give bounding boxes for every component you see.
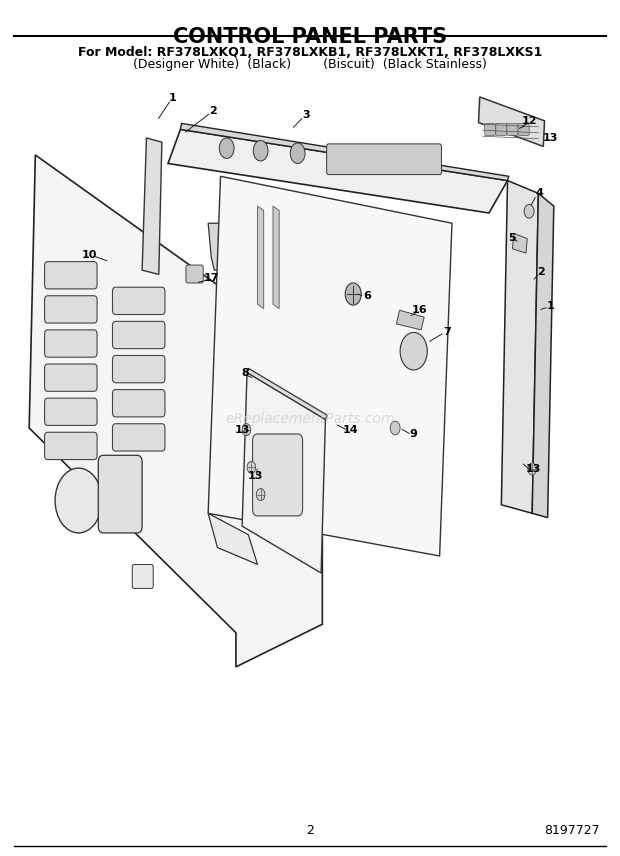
- Polygon shape: [208, 223, 230, 270]
- Polygon shape: [142, 138, 162, 275]
- FancyBboxPatch shape: [45, 330, 97, 357]
- Text: CONTROL PANEL PARTS: CONTROL PANEL PARTS: [173, 27, 447, 47]
- Text: 14: 14: [342, 425, 358, 435]
- FancyBboxPatch shape: [485, 123, 496, 135]
- Circle shape: [345, 283, 361, 305]
- Circle shape: [256, 489, 265, 501]
- Text: 1: 1: [169, 92, 177, 103]
- FancyBboxPatch shape: [112, 321, 165, 348]
- Polygon shape: [208, 514, 257, 564]
- FancyBboxPatch shape: [496, 123, 507, 135]
- Polygon shape: [242, 372, 326, 573]
- FancyBboxPatch shape: [112, 355, 165, 383]
- Text: 2: 2: [306, 824, 314, 837]
- FancyBboxPatch shape: [112, 424, 165, 451]
- Polygon shape: [532, 193, 554, 518]
- FancyBboxPatch shape: [45, 364, 97, 391]
- FancyBboxPatch shape: [45, 296, 97, 323]
- Text: 10: 10: [81, 250, 97, 259]
- Text: 8: 8: [241, 367, 249, 377]
- Text: 13: 13: [526, 464, 541, 474]
- Circle shape: [524, 205, 534, 218]
- Polygon shape: [247, 368, 327, 419]
- Text: For Model: RF378LXKQ1, RF378LXKB1, RF378LXKT1, RF378LXKS1: For Model: RF378LXKQ1, RF378LXKB1, RF378…: [78, 46, 542, 59]
- Polygon shape: [513, 234, 527, 253]
- FancyBboxPatch shape: [112, 288, 165, 314]
- Text: 4: 4: [536, 188, 544, 199]
- Circle shape: [242, 424, 250, 436]
- Text: (Designer White)  (Black)        (Biscuit)  (Black Stainless): (Designer White) (Black) (Biscuit) (Blac…: [133, 58, 487, 71]
- FancyBboxPatch shape: [45, 262, 97, 289]
- Polygon shape: [168, 129, 508, 213]
- Circle shape: [390, 421, 400, 435]
- FancyBboxPatch shape: [327, 144, 441, 175]
- FancyBboxPatch shape: [45, 432, 97, 460]
- Circle shape: [55, 468, 102, 533]
- Polygon shape: [273, 206, 279, 308]
- Circle shape: [247, 461, 255, 473]
- FancyBboxPatch shape: [99, 455, 142, 533]
- Text: 2: 2: [209, 105, 217, 116]
- Text: eReplacementParts.com: eReplacementParts.com: [225, 413, 395, 426]
- FancyBboxPatch shape: [186, 265, 203, 283]
- FancyBboxPatch shape: [132, 564, 153, 588]
- Text: 17: 17: [203, 273, 219, 282]
- Text: 6: 6: [363, 291, 371, 300]
- Polygon shape: [479, 97, 544, 146]
- Text: 13: 13: [543, 133, 559, 143]
- Text: 2: 2: [538, 267, 546, 276]
- Text: 1: 1: [547, 301, 555, 311]
- Text: 8197727: 8197727: [544, 824, 600, 837]
- Polygon shape: [257, 206, 264, 308]
- Polygon shape: [208, 176, 452, 556]
- FancyBboxPatch shape: [518, 123, 529, 135]
- Circle shape: [400, 332, 427, 370]
- Text: 9: 9: [410, 429, 418, 439]
- FancyBboxPatch shape: [252, 434, 303, 516]
- Circle shape: [219, 138, 234, 158]
- Text: 12: 12: [521, 116, 537, 126]
- Text: 16: 16: [412, 306, 428, 315]
- Text: 3: 3: [302, 110, 309, 120]
- Circle shape: [290, 143, 305, 163]
- Circle shape: [528, 463, 536, 475]
- Polygon shape: [180, 123, 509, 181]
- Text: 7: 7: [443, 327, 451, 336]
- Polygon shape: [502, 181, 538, 514]
- Polygon shape: [396, 310, 424, 330]
- Circle shape: [253, 140, 268, 161]
- FancyBboxPatch shape: [45, 398, 97, 425]
- Text: 13: 13: [248, 471, 264, 481]
- Polygon shape: [29, 155, 322, 667]
- FancyBboxPatch shape: [507, 123, 518, 135]
- Text: 13: 13: [234, 425, 250, 435]
- Text: 5: 5: [508, 233, 516, 243]
- FancyBboxPatch shape: [112, 389, 165, 417]
